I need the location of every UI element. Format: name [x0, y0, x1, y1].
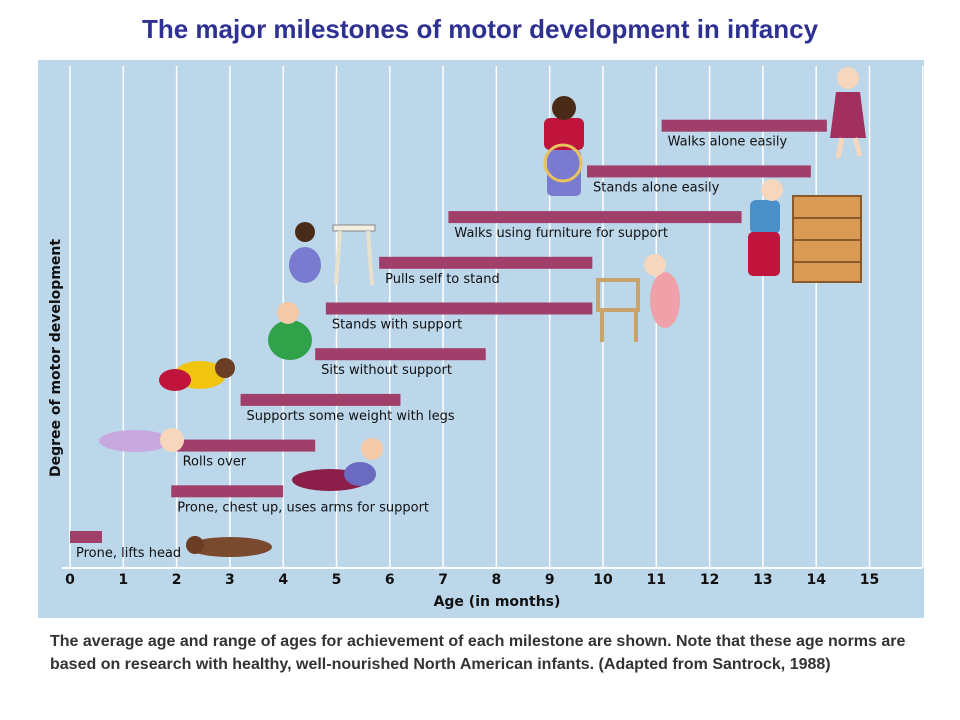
milestone-bar: [379, 256, 593, 269]
x-tick-label: 3: [225, 572, 235, 588]
milestone-label: Prone, lifts head: [76, 546, 181, 561]
x-tick-label: 1: [118, 572, 128, 588]
milestone-bar: [448, 211, 742, 224]
milestone-label: Pulls self to stand: [385, 272, 500, 287]
milestone-label: Walks alone easily: [668, 135, 788, 150]
milestones-chart: Prone, lifts head Prone, chest up, uses a…: [38, 60, 924, 618]
x-tick-label: 13: [753, 572, 772, 588]
milestone-label: Prone, chest up, uses arms for support: [177, 500, 429, 515]
milestone-label: Stands alone easily: [593, 180, 720, 195]
x-tick-label: 8: [492, 572, 502, 588]
x-tick-label: 2: [172, 572, 182, 588]
baby-standing-stool-icon: [289, 222, 376, 286]
x-tick-label: 11: [647, 572, 666, 588]
x-tick-label: 10: [593, 572, 613, 588]
infant-illustrations: [99, 67, 866, 557]
y-axis-label: Degree of motor development: [48, 239, 64, 477]
baby-chair-icon: [596, 254, 680, 342]
milestone-bar: [587, 165, 811, 178]
baby-sitting-icon: [268, 302, 312, 360]
x-tick-label: 12: [700, 572, 719, 588]
milestone-bar: [70, 531, 102, 543]
baby-chest-up-icon: [292, 438, 383, 491]
milestone-label: Stands with support: [332, 318, 462, 333]
milestone-bar: [661, 119, 827, 132]
x-tick-label: 5: [332, 572, 342, 588]
milestone-label: Walks using furniture for support: [454, 226, 668, 241]
x-tick-label: 0: [65, 572, 75, 588]
x-tick-label: 15: [860, 572, 879, 588]
baby-rolling-icon: [99, 428, 184, 452]
milestone-label: Supports some weight with legs: [247, 409, 455, 424]
x-tick-label: 14: [806, 572, 826, 588]
baby-prone-icon: [186, 536, 272, 557]
x-tick-label: 9: [545, 572, 555, 588]
x-axis-label: Age (in months): [434, 594, 561, 610]
milestone-bars: Prone, lifts head Prone, chest up, uses a…: [70, 119, 827, 561]
milestone-bar: [325, 302, 593, 315]
plot-panel: [38, 60, 924, 618]
milestone-bar: [240, 393, 401, 406]
x-tick-label: 7: [438, 572, 448, 588]
baby-crawling-icon: [159, 358, 235, 391]
x-tick-labels: 0 1 2 3 4 5 6 7 8 9 10 11 12 13 14 15: [65, 572, 879, 588]
milestone-bar: [315, 348, 486, 361]
milestone-label: Rolls over: [183, 455, 247, 470]
baby-dresser-icon: [748, 179, 862, 283]
baby-ring-icon: [543, 96, 584, 196]
figure-caption: The average age and range of ages for ac…: [50, 633, 906, 673]
x-tick-label: 4: [278, 572, 288, 588]
x-tick-label: 6: [385, 572, 395, 588]
milestone-bar: [171, 485, 284, 498]
baby-walking-icon: [830, 67, 866, 159]
milestone-label: Sits without support: [321, 363, 452, 378]
milestone-bar: [176, 439, 316, 452]
chart-title: The major milestones of motor developmen…: [141, 14, 819, 44]
